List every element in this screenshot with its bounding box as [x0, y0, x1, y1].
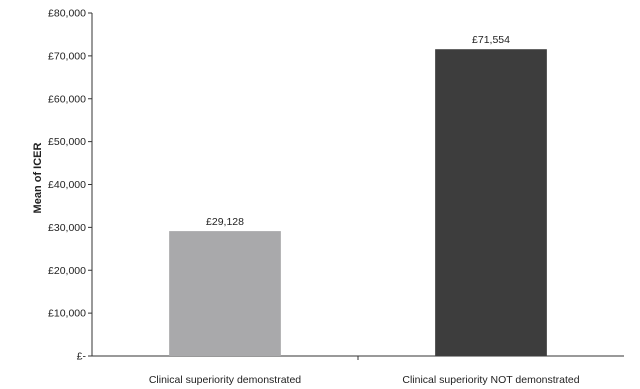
y-tick-label: £20,000 — [48, 265, 86, 277]
y-tick-label: £- — [77, 351, 87, 363]
y-tick-label: £80,000 — [48, 8, 86, 20]
y-tick-label: £40,000 — [48, 179, 86, 191]
y-tick-label: £60,000 — [48, 93, 86, 105]
y-axis: £- £10,000 £20,000 £30,000 £40,000 £50,000 £60… — [48, 8, 93, 363]
x-axis: Clinical superiority demonstrated Clinica… — [92, 355, 624, 386]
bar — [435, 49, 547, 357]
bars: £29,128 £71,554 — [169, 34, 547, 357]
y-tick-label: £30,000 — [48, 222, 86, 234]
y-tick-label: £10,000 — [48, 308, 86, 320]
x-category-label: Clinical superiority demonstrated — [149, 374, 301, 386]
bar-data-label: £71,554 — [472, 34, 510, 46]
y-tick-label: £70,000 — [48, 50, 86, 62]
bar — [169, 231, 281, 356]
y-tick-label: £50,000 — [48, 136, 86, 148]
x-category-label: Clinical superiority NOT demonstrated — [402, 374, 579, 386]
bar-data-label: £29,128 — [206, 216, 244, 228]
y-axis-label: Mean of ICER — [32, 143, 44, 214]
